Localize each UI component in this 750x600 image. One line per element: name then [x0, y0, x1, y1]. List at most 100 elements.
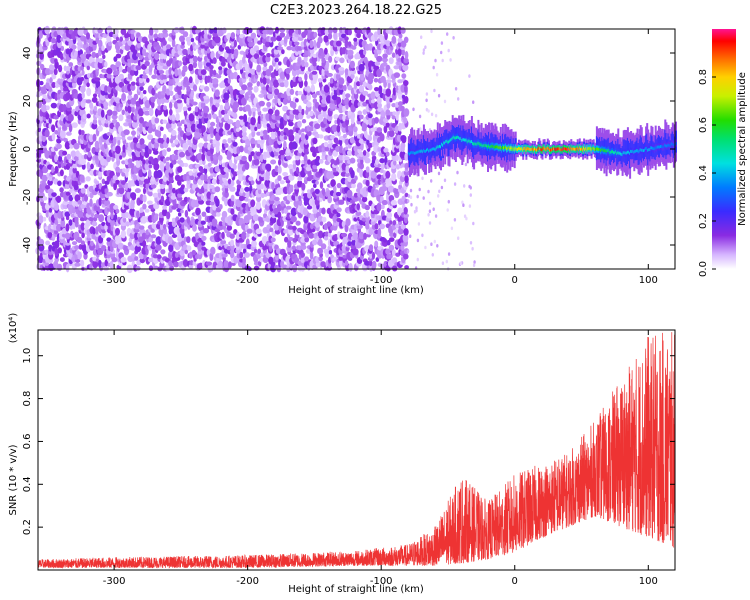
noise-cell [90, 240, 94, 247]
noise-cell [390, 45, 394, 51]
signal-core [414, 151, 417, 155]
noise-cell [168, 183, 173, 190]
noise-cell [166, 211, 171, 220]
noise-cell [300, 241, 306, 246]
noise-cell [162, 65, 169, 70]
noise-cell [400, 105, 405, 111]
noise-cell [150, 228, 155, 233]
noise-cell [290, 184, 294, 190]
noise-cell [120, 229, 126, 239]
noise-cell [48, 207, 53, 213]
noise-cell [391, 52, 396, 58]
noise-cell [223, 113, 229, 122]
noise-cell [417, 222, 421, 226]
noise-cell [230, 239, 235, 247]
noise-cell [463, 214, 467, 218]
signal-core [431, 147, 434, 151]
noise-cell [54, 58, 58, 63]
noise-cell [404, 265, 409, 270]
noise-cell [468, 74, 471, 78]
noise-cell [72, 163, 77, 169]
noise-cell [347, 49, 354, 56]
noise-cell [227, 110, 232, 116]
noise-cell [239, 163, 244, 168]
signal-core [529, 148, 532, 151]
noise-cell [319, 181, 324, 189]
noise-cell [203, 32, 209, 39]
noise-cell [188, 63, 194, 72]
noise-cell [230, 48, 235, 55]
noise-cell [245, 191, 250, 199]
noise-cell [310, 146, 316, 153]
noise-cell [279, 27, 286, 33]
noise-cell [250, 41, 255, 47]
noise-cell [230, 32, 236, 39]
noise-cell [317, 238, 323, 247]
noise-cell [179, 26, 185, 35]
noise-cell [362, 109, 368, 115]
noise-cell [381, 204, 385, 210]
noise-cell [157, 188, 161, 193]
signal-core [559, 148, 562, 152]
noise-cell [368, 83, 373, 91]
noise-cell [160, 119, 164, 125]
noise-cell [94, 140, 100, 149]
noise-cell [404, 152, 409, 161]
noise-cell [279, 71, 286, 80]
noise-cell [322, 194, 326, 202]
noise-cell [294, 134, 300, 142]
noise-cell [147, 134, 154, 141]
noise-cell [371, 260, 377, 269]
noise-cell [97, 125, 103, 132]
signal-core [562, 147, 565, 150]
noise-cell [84, 184, 89, 189]
noise-cell [375, 89, 380, 98]
noise-cell [304, 236, 310, 243]
noise-cell [403, 207, 408, 215]
noise-cell [385, 79, 392, 84]
signal-core [479, 143, 482, 147]
noise-cell [238, 59, 244, 68]
signal-core [488, 144, 490, 148]
noise-cell [210, 246, 216, 255]
noise-cell [68, 62, 74, 67]
noise-cell [440, 185, 444, 190]
noise-cell [232, 141, 238, 147]
noise-cell [152, 192, 159, 198]
noise-cell [373, 31, 379, 39]
signal-core [423, 149, 426, 153]
noise-cell [344, 138, 350, 145]
noise-cell [297, 91, 303, 96]
noise-cell [421, 233, 424, 238]
noise-cell [345, 218, 351, 227]
noise-cell [54, 165, 59, 174]
noise-cell [236, 28, 241, 35]
noise-cell [115, 36, 120, 42]
noise-cell [77, 251, 82, 260]
noise-cell [389, 220, 393, 225]
noise-cell [259, 257, 264, 263]
noise-cell [169, 167, 173, 174]
noise-cell [291, 245, 296, 251]
noise-cell [377, 27, 381, 36]
noise-cell [113, 204, 119, 210]
noise-cell [163, 158, 167, 164]
noise-cell [241, 97, 247, 106]
noise-cell [359, 151, 364, 158]
noise-cell [260, 183, 264, 190]
noise-cell [214, 165, 221, 173]
noise-cell [382, 118, 389, 123]
noise-cell [153, 33, 158, 39]
noise-cell [44, 25, 50, 35]
noise-cell [441, 58, 444, 63]
noise-cell [471, 246, 474, 251]
signal-core [511, 148, 514, 152]
noise-cell [165, 161, 170, 171]
noise-cell [375, 158, 379, 165]
noise-cell [102, 54, 106, 59]
noise-cell [157, 254, 162, 260]
noise-cell [309, 39, 314, 49]
noise-cell [257, 139, 262, 144]
noise-cell [178, 60, 183, 67]
signal-core [553, 147, 556, 151]
